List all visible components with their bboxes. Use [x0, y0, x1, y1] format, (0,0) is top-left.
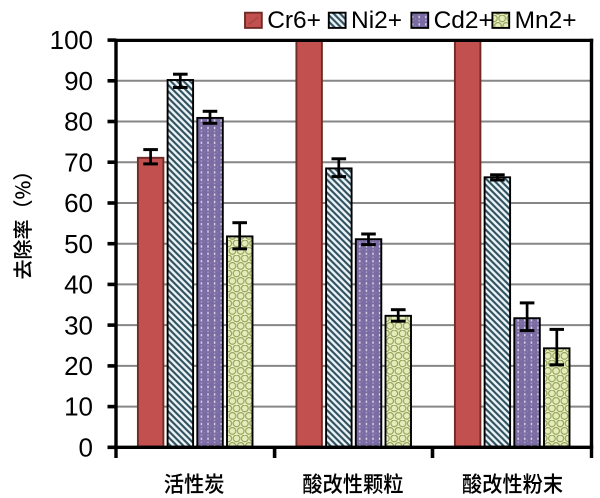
svg-text:Cr6+: Cr6+ — [267, 7, 321, 34]
svg-text:60: 60 — [64, 188, 93, 218]
svg-text:10: 10 — [64, 392, 93, 422]
svg-text:40: 40 — [64, 270, 93, 300]
svg-text:0: 0 — [79, 433, 93, 463]
svg-text:Cd2+: Cd2+ — [434, 7, 493, 34]
svg-text:100: 100 — [50, 25, 93, 55]
svg-text:90: 90 — [64, 66, 93, 96]
svg-text:80: 80 — [64, 107, 93, 137]
svg-text:20: 20 — [64, 351, 93, 381]
svg-text:Mn2+: Mn2+ — [515, 7, 577, 34]
svg-text:Ni2+: Ni2+ — [351, 7, 402, 34]
svg-text:50: 50 — [64, 229, 93, 259]
svg-text:70: 70 — [64, 147, 93, 177]
svg-text:30: 30 — [64, 310, 93, 340]
